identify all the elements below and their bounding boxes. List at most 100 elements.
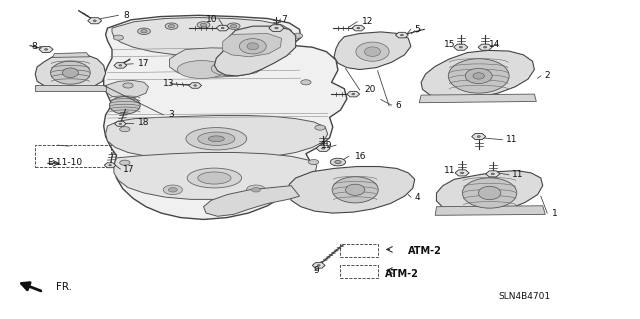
Polygon shape <box>288 167 415 213</box>
Polygon shape <box>204 186 300 216</box>
Polygon shape <box>419 94 536 103</box>
Text: 17: 17 <box>123 165 134 174</box>
Text: 8: 8 <box>31 42 37 51</box>
Circle shape <box>484 47 486 48</box>
Circle shape <box>255 28 268 34</box>
Polygon shape <box>334 32 411 70</box>
Polygon shape <box>472 133 486 140</box>
Polygon shape <box>396 32 408 38</box>
Polygon shape <box>312 263 325 268</box>
Polygon shape <box>316 145 330 152</box>
Ellipse shape <box>356 42 389 61</box>
Text: 15: 15 <box>444 40 456 48</box>
Circle shape <box>272 34 285 41</box>
Text: 10: 10 <box>206 15 218 24</box>
Circle shape <box>461 172 463 174</box>
Ellipse shape <box>449 59 509 93</box>
Ellipse shape <box>239 39 266 54</box>
Polygon shape <box>454 44 468 50</box>
Circle shape <box>322 148 324 149</box>
Polygon shape <box>435 206 545 215</box>
Polygon shape <box>88 18 102 24</box>
Polygon shape <box>170 48 266 77</box>
Circle shape <box>221 27 224 29</box>
Text: ATM-2: ATM-2 <box>385 269 419 279</box>
Ellipse shape <box>346 184 365 195</box>
Circle shape <box>275 27 278 29</box>
Text: 19: 19 <box>321 141 333 150</box>
Text: 4: 4 <box>415 193 420 202</box>
Circle shape <box>330 158 346 166</box>
Text: 20: 20 <box>365 85 376 94</box>
Ellipse shape <box>63 68 79 78</box>
Circle shape <box>301 80 311 85</box>
Ellipse shape <box>198 132 235 145</box>
Circle shape <box>200 23 207 26</box>
Circle shape <box>317 265 320 266</box>
Text: ATM-2: ATM-2 <box>408 246 442 256</box>
Polygon shape <box>223 33 282 57</box>
Circle shape <box>308 160 319 165</box>
Ellipse shape <box>186 128 247 150</box>
Ellipse shape <box>332 177 378 203</box>
Circle shape <box>138 28 150 34</box>
Text: 11: 11 <box>506 135 517 144</box>
Polygon shape <box>106 115 328 160</box>
Text: 5: 5 <box>415 25 420 34</box>
Text: SLN4B4701: SLN4B4701 <box>498 292 550 300</box>
Polygon shape <box>106 80 148 98</box>
Circle shape <box>141 30 147 33</box>
Polygon shape <box>189 83 202 88</box>
Polygon shape <box>52 53 90 57</box>
Circle shape <box>119 65 122 66</box>
Text: FR.: FR. <box>56 282 72 292</box>
Polygon shape <box>214 26 296 76</box>
Polygon shape <box>115 121 126 126</box>
Polygon shape <box>104 15 347 219</box>
Polygon shape <box>112 18 293 56</box>
Polygon shape <box>455 170 469 176</box>
Circle shape <box>168 25 175 28</box>
Circle shape <box>227 23 240 29</box>
Circle shape <box>460 47 462 48</box>
Text: 12: 12 <box>362 17 373 26</box>
Text: 6: 6 <box>396 101 401 110</box>
Circle shape <box>119 123 122 124</box>
Polygon shape <box>104 163 116 168</box>
Circle shape <box>120 127 130 132</box>
Text: 17: 17 <box>138 59 149 68</box>
Circle shape <box>477 136 480 137</box>
Circle shape <box>258 30 264 33</box>
Ellipse shape <box>247 43 259 50</box>
Ellipse shape <box>479 186 501 200</box>
Text: 3: 3 <box>168 110 174 119</box>
Bar <box>340 265 378 278</box>
Text: E-11-10: E-11-10 <box>47 158 82 167</box>
Ellipse shape <box>211 62 247 76</box>
Circle shape <box>401 34 403 36</box>
Text: 1: 1 <box>552 209 557 218</box>
Text: 9: 9 <box>314 266 319 275</box>
Polygon shape <box>352 25 365 31</box>
Circle shape <box>93 20 96 21</box>
Ellipse shape <box>187 168 242 188</box>
Ellipse shape <box>465 68 492 84</box>
Circle shape <box>315 125 325 130</box>
Circle shape <box>246 185 266 195</box>
Ellipse shape <box>177 61 226 78</box>
Circle shape <box>275 36 282 39</box>
Bar <box>35 145 111 167</box>
Text: 18: 18 <box>138 118 149 127</box>
Circle shape <box>357 27 360 29</box>
Polygon shape <box>216 25 229 31</box>
Polygon shape <box>39 46 53 53</box>
Circle shape <box>163 185 182 195</box>
Ellipse shape <box>51 61 90 84</box>
Polygon shape <box>114 152 317 199</box>
Polygon shape <box>269 25 284 31</box>
Circle shape <box>194 85 196 86</box>
Circle shape <box>197 22 210 28</box>
Circle shape <box>230 25 237 28</box>
Text: 11: 11 <box>444 166 456 175</box>
Polygon shape <box>35 85 106 91</box>
